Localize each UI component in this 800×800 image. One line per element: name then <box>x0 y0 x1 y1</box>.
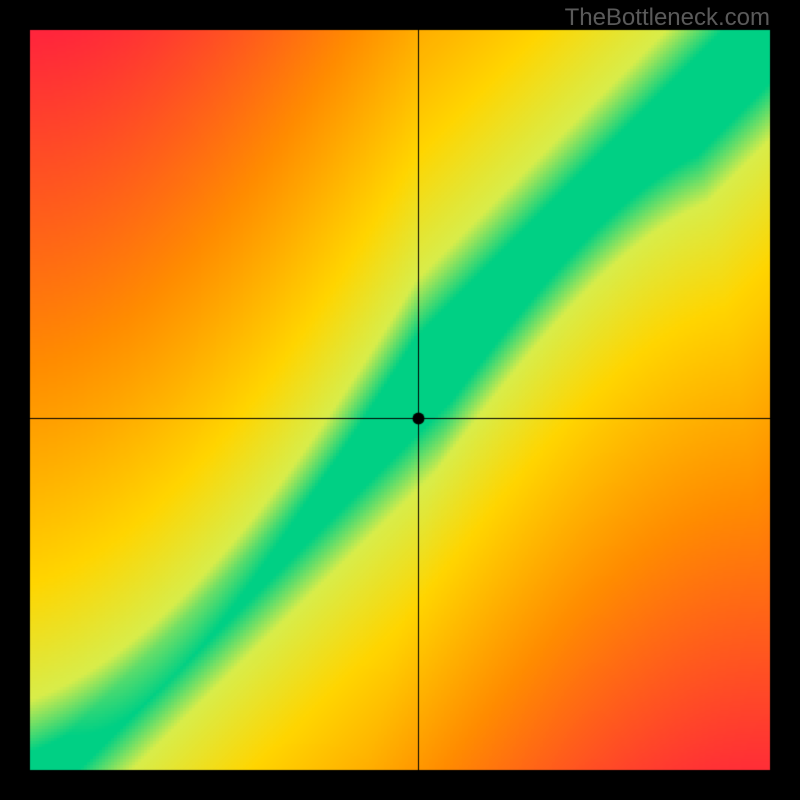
watermark-text: TheBottleneck.com <box>565 4 770 32</box>
chart-container: TheBottleneck.com <box>0 0 800 800</box>
heatmap-canvas <box>0 0 800 800</box>
